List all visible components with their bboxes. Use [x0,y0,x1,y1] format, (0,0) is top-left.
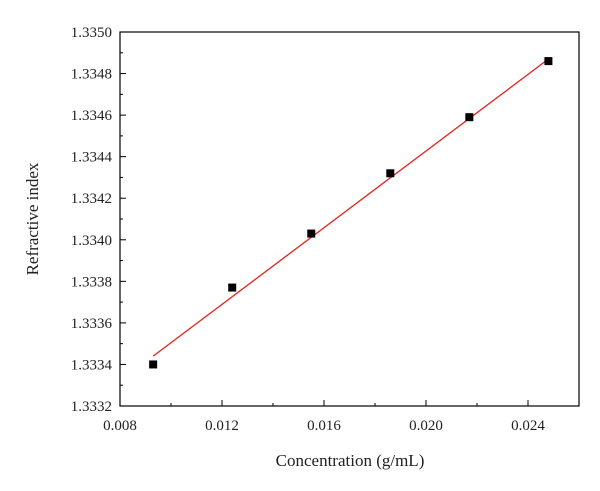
x-tick-label: 0.024 [511,418,545,434]
y-tick-label: 1.3340 [71,233,112,249]
y-tick-label: 1.3334 [71,357,113,373]
x-tick-label: 0.016 [307,418,341,434]
y-tick-label: 1.3350 [71,25,112,41]
y-axis-title: Refractive index [23,162,42,275]
y-tick-label: 1.3338 [71,274,112,290]
data-point [228,283,237,292]
y-tick-label: 1.3332 [71,399,112,415]
data-points [149,57,553,369]
axis-ticks: 0.008 0.012 0.016 0.020 0.024 1.3332 1.3334 1.3… [71,25,546,434]
y-tick-label: 1.3346 [71,108,113,124]
data-point [307,229,316,238]
fit-line-group [152,58,549,357]
x-tick-label: 0.012 [205,418,239,434]
x-axis-title: Concentration (g/mL) [276,451,425,470]
y-tick-label: 1.3336 [71,316,113,332]
y-tick-label: 1.3344 [71,150,113,166]
data-point [386,169,395,178]
fit-line [152,58,549,357]
data-point [149,360,158,369]
y-tick-label: 1.3348 [71,67,112,83]
y-tick-label: 1.3342 [71,191,112,207]
data-point [544,57,553,66]
x-tick-label: 0.008 [103,418,137,434]
x-tick-label: 0.020 [409,418,443,434]
data-point [465,113,474,122]
